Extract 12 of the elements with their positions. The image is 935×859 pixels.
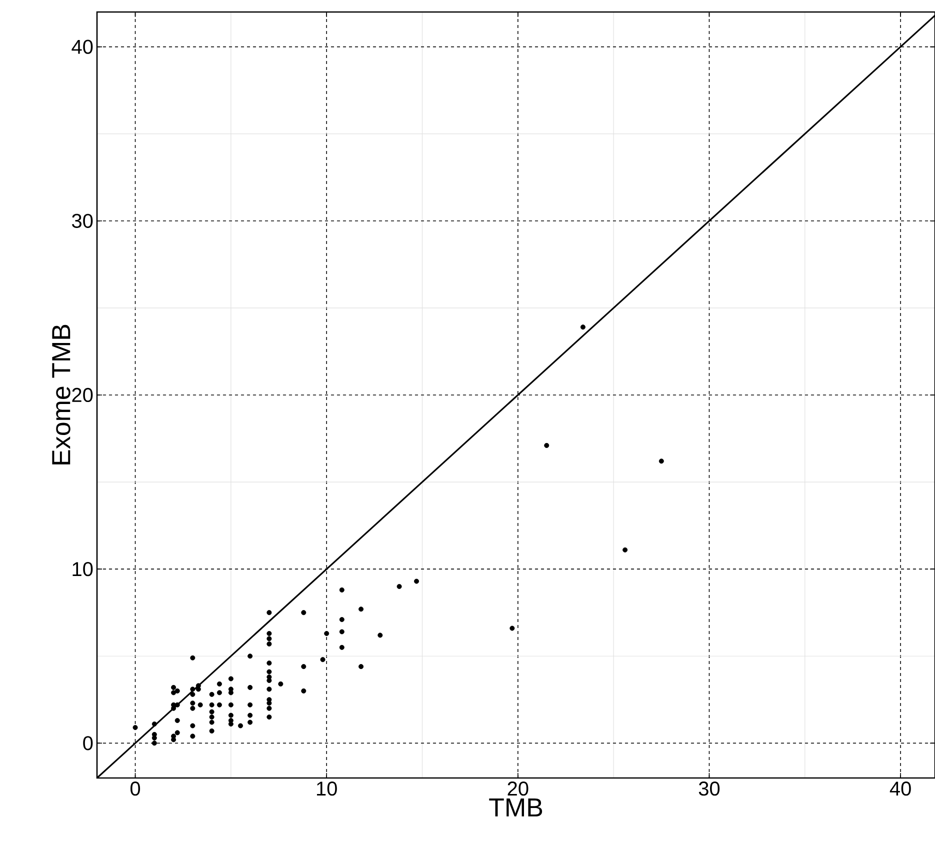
x-tick-label: 40 [890,782,911,796]
y-tick-label: 40 [72,40,93,54]
x-tick-label: 0 [130,782,140,796]
y-tick-label: 10 [72,562,93,576]
y-tick-label: 0 [83,736,93,750]
x-tick-label: 30 [698,782,720,796]
x-tick-label: 20 [508,782,528,796]
y-tick-label: 30 [72,214,93,228]
y-axis-title: Exome TMB [52,324,70,464]
y-tick-label: 20 [72,388,93,402]
x-tick-label: 10 [316,782,337,796]
x-axis-title: TMB [489,798,542,816]
